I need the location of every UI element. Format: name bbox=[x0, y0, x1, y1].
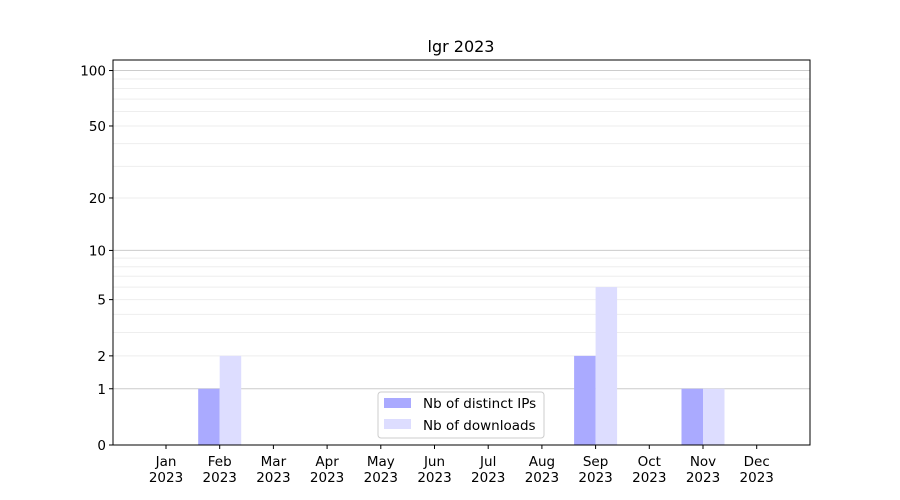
bar-ips bbox=[574, 355, 596, 445]
x-tick-label: Apr bbox=[315, 454, 339, 470]
y-tick-label: 20 bbox=[89, 191, 106, 207]
x-tick-label: 2023 bbox=[256, 470, 290, 486]
legend: Nb of distinct IPs Nb of downloads bbox=[377, 391, 545, 439]
x-tick-label: 2023 bbox=[632, 470, 666, 486]
x-tick-label: Dec bbox=[744, 454, 770, 470]
legend-label-ips: Nb of distinct IPs bbox=[423, 396, 536, 412]
y-tick-label: 5 bbox=[97, 293, 106, 309]
x-tick-label: Feb bbox=[208, 454, 232, 470]
bar-downloads bbox=[703, 388, 725, 445]
bar-downloads bbox=[595, 287, 618, 445]
x-tick-label: 2023 bbox=[364, 470, 398, 486]
x-tick-label: 2023 bbox=[203, 470, 237, 486]
x-tick-label: 2023 bbox=[578, 470, 612, 486]
x-tick-label: Jan bbox=[155, 454, 177, 470]
plot-frame bbox=[112, 59, 811, 446]
x-tick-label: Mar bbox=[261, 454, 287, 470]
x-tick-label: Oct bbox=[638, 454, 661, 470]
x-tick-label: Jun bbox=[423, 454, 445, 470]
legend-frame bbox=[377, 391, 545, 439]
x-tick-label: 2023 bbox=[740, 470, 774, 486]
x-tick-label: Jul bbox=[479, 454, 496, 470]
bars bbox=[198, 287, 725, 445]
bar-downloads bbox=[219, 355, 242, 445]
legend-swatch-downloads bbox=[384, 419, 411, 429]
x-tick-label: May bbox=[367, 454, 395, 470]
bar-ips bbox=[681, 388, 703, 445]
chart-title: lgr 2023 bbox=[428, 37, 495, 56]
x-tick-label: 2023 bbox=[310, 470, 344, 486]
x-tick-label: Nov bbox=[690, 454, 716, 470]
y-tick-label: 50 bbox=[89, 119, 106, 135]
y-tick-label: 10 bbox=[89, 243, 106, 259]
x-axis: Jan2023Feb2023Mar2023Apr2023May2023Jun20… bbox=[149, 445, 774, 486]
legend-label-downloads: Nb of downloads bbox=[423, 418, 536, 434]
y-tick-label: 2 bbox=[97, 349, 106, 365]
legend-swatch-ips bbox=[384, 398, 411, 408]
x-tick-label: 2023 bbox=[471, 470, 505, 486]
grid bbox=[113, 70, 810, 390]
x-tick-label: 2023 bbox=[417, 470, 451, 486]
x-tick-label: Sep bbox=[583, 454, 608, 470]
y-tick-label: 0 bbox=[97, 438, 106, 454]
x-tick-label: 2023 bbox=[686, 470, 720, 486]
x-tick-label: 2023 bbox=[525, 470, 559, 486]
y-tick-label: 1 bbox=[97, 382, 106, 398]
x-tick-label: 2023 bbox=[149, 470, 183, 486]
y-axis: 0 1 2 5 10 20 50 100 bbox=[80, 64, 113, 454]
x-tick-label: Aug bbox=[529, 454, 555, 470]
y-tick-label: 100 bbox=[80, 64, 106, 80]
bar-ips bbox=[198, 388, 220, 445]
